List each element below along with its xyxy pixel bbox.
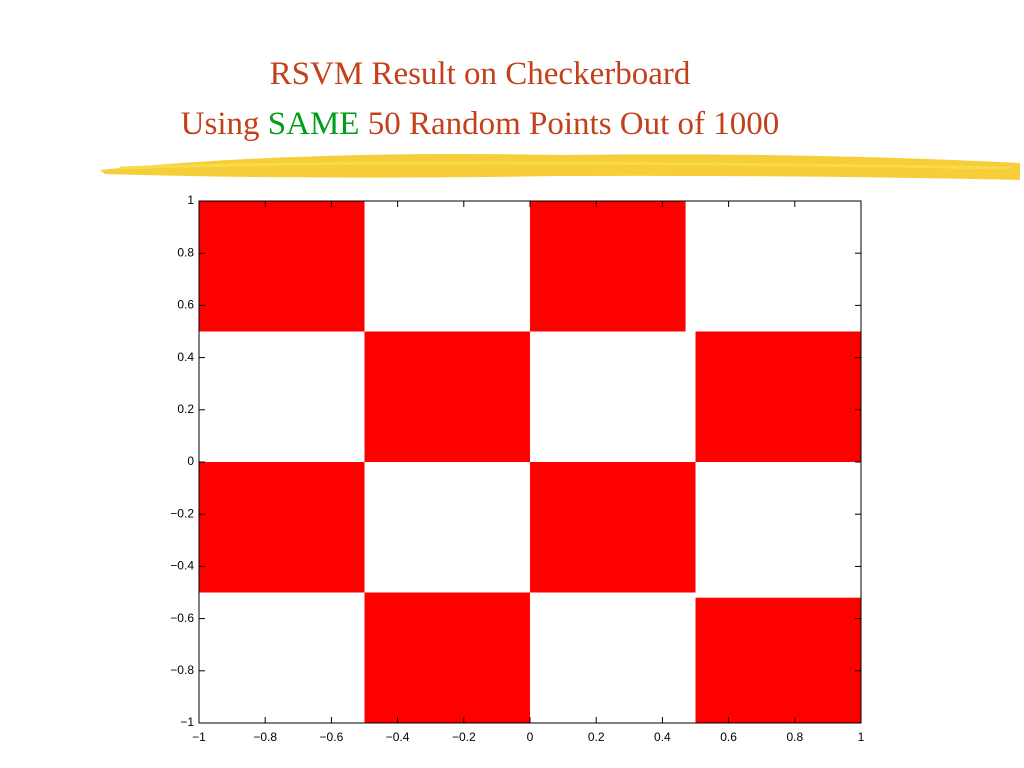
region <box>199 462 365 593</box>
region <box>695 331 861 462</box>
x-tick-label: −1 <box>192 730 206 744</box>
y-tick-label: 0.4 <box>177 350 194 364</box>
y-tick-label: 0 <box>187 454 194 468</box>
subtitle-text: 50 Random Points Out of 1000 <box>367 106 780 142</box>
x-tick-label: −0.8 <box>253 730 277 744</box>
brush-stroke <box>100 154 1020 180</box>
x-tick-label: 0.6 <box>720 730 737 744</box>
region <box>364 331 530 462</box>
x-tick-label: −0.6 <box>320 730 344 744</box>
region <box>530 462 696 593</box>
y-tick-label: 0.6 <box>177 298 194 312</box>
y-tick-label: −1 <box>180 715 194 729</box>
y-tick-label: 0.2 <box>177 402 194 416</box>
y-tick-label: −0.6 <box>170 611 194 625</box>
chart-subtitle: Using SAME 50 Random Points Out of 1000 <box>0 106 960 143</box>
x-tick-label: −0.2 <box>452 730 476 744</box>
y-tick-label: 0.8 <box>177 245 194 259</box>
x-tick-label: 0.2 <box>588 730 605 744</box>
y-tick-label: −0.2 <box>170 506 194 520</box>
chart-title: RSVM Result on Checkerboard <box>269 56 691 92</box>
region <box>695 597 861 723</box>
subtitle-text: Using <box>180 106 260 142</box>
region <box>530 201 686 332</box>
y-tick-label: −0.8 <box>170 663 194 677</box>
region <box>364 592 530 723</box>
x-tick-label: 1 <box>858 730 865 744</box>
y-tick-label: −0.4 <box>170 559 194 573</box>
x-tick-label: 0.4 <box>654 730 671 744</box>
x-tick-label: 0.8 <box>786 730 803 744</box>
subtitle-emphasis: SAME <box>267 106 360 142</box>
x-tick-label: −0.4 <box>386 730 410 744</box>
y-tick-label: 1 <box>187 193 194 207</box>
x-tick-label: 0 <box>527 730 534 744</box>
region <box>199 201 365 332</box>
